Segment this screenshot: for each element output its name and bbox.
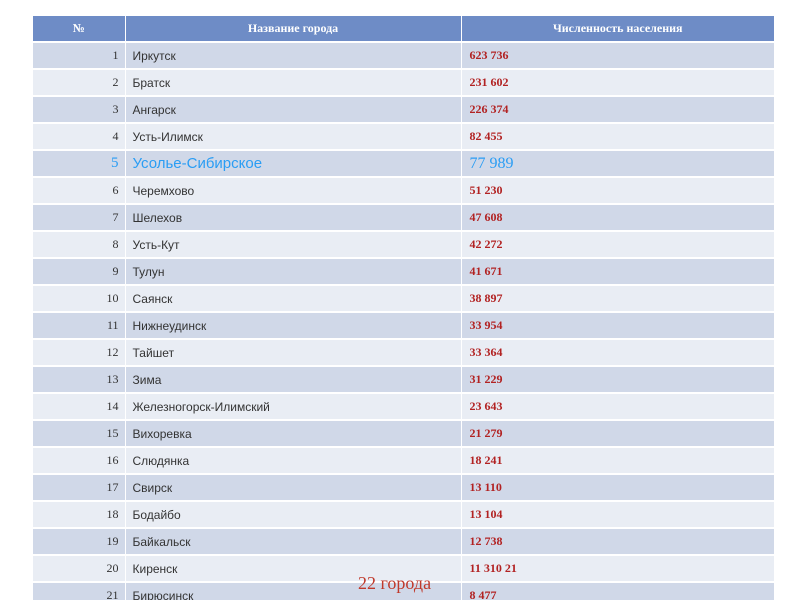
table-row: 3 Ангарск 226 374 [33, 96, 774, 124]
row-population: 82 455 [461, 123, 774, 151]
table-row: 12 Тайшет 33 364 [33, 339, 774, 367]
row-population: 13 104 [461, 501, 774, 529]
row-city-name: Свирск [125, 474, 462, 502]
row-number: 1 [33, 42, 126, 70]
row-population: 13 110 [461, 474, 774, 502]
row-population: 11 310 21 [461, 555, 774, 583]
table-row: 6 Черемхово 51 230 [33, 177, 774, 205]
table-row: 21 Бирюсинск 8 477 [33, 582, 774, 600]
row-number: 7 [33, 204, 126, 232]
row-number: 21 [33, 582, 126, 600]
row-city-name: Киренск [125, 555, 462, 583]
row-city-name: Усолье-Сибирское [125, 150, 462, 178]
table-row: 18 Бодайбо 13 104 [33, 501, 774, 529]
row-city-name: Вихоревка [125, 420, 462, 448]
row-population: 41 671 [461, 258, 774, 286]
table-row: 2 Братск 231 602 [33, 69, 774, 97]
table-row: 1 Иркутск 623 736 [33, 42, 774, 70]
header-city-name: Название города [125, 16, 462, 43]
row-city-name: Черемхово [125, 177, 462, 205]
table-row: 16 Слюдянка 18 241 [33, 447, 774, 475]
row-population: 38 897 [461, 285, 774, 313]
table-header-row: № Название города Численность населения [33, 16, 774, 43]
row-population: 623 736 [461, 42, 774, 70]
table-row: 14 Железногорск-Илимский 23 643 [33, 393, 774, 421]
table-row: 13 Зима 31 229 [33, 366, 774, 394]
row-city-name: Бирюсинск [125, 582, 462, 600]
table-row: 5 Усолье-Сибирское 77 989 [33, 150, 774, 178]
row-city-name: Усть-Кут [125, 231, 462, 259]
row-population: 51 230 [461, 177, 774, 205]
row-number: 16 [33, 447, 126, 475]
row-number: 15 [33, 420, 126, 448]
row-number: 11 [33, 312, 126, 340]
row-city-name: Зима [125, 366, 462, 394]
row-population: 23 643 [461, 393, 774, 421]
row-city-name: Усть-Илимск [125, 123, 462, 151]
city-population-table: № Название города Численность населения … [33, 16, 774, 600]
row-city-name: Слюдянка [125, 447, 462, 475]
row-number: 20 [33, 555, 126, 583]
row-city-name: Железногорск-Илимский [125, 393, 462, 421]
row-number: 10 [33, 285, 126, 313]
row-population: 8 477 [461, 582, 774, 600]
row-city-name: Братск [125, 69, 462, 97]
table-row: 19 Байкальск 12 738 [33, 528, 774, 556]
row-number: 19 [33, 528, 126, 556]
row-number: 9 [33, 258, 126, 286]
table-row: 7 Шелехов 47 608 [33, 204, 774, 232]
row-population: 18 241 [461, 447, 774, 475]
row-number: 18 [33, 501, 126, 529]
cities-count-note: 22 города [358, 573, 432, 593]
table-row: 9 Тулун 41 671 [33, 258, 774, 286]
table-row: 17 Свирск 13 110 [33, 474, 774, 502]
row-population: 42 272 [461, 231, 774, 259]
row-population: 31 229 [461, 366, 774, 394]
row-population: 77 989 [461, 150, 774, 178]
row-population: 47 608 [461, 204, 774, 232]
row-number: 14 [33, 393, 126, 421]
row-number: 3 [33, 96, 126, 124]
row-city-name: Иркутск [125, 42, 462, 70]
table-row: 10 Саянск 38 897 [33, 285, 774, 313]
row-city-name: Бодайбо [125, 501, 462, 529]
row-number: 13 [33, 366, 126, 394]
row-city-name: Нижнеудинск [125, 312, 462, 340]
row-number: 12 [33, 339, 126, 367]
row-number: 5 [33, 150, 126, 178]
row-city-name: Ангарск [125, 96, 462, 124]
row-number: 8 [33, 231, 126, 259]
table-row: 8 Усть-Кут 42 272 [33, 231, 774, 259]
row-city-name: Тулун [125, 258, 462, 286]
city-population-table-container: № Название города Численность населения … [33, 16, 774, 600]
table-row: 15 Вихоревка 21 279 [33, 420, 774, 448]
row-population: 33 364 [461, 339, 774, 367]
row-city-name: Шелехов [125, 204, 462, 232]
row-population: 231 602 [461, 69, 774, 97]
row-city-name: Байкальск [125, 528, 462, 556]
row-number: 4 [33, 123, 126, 151]
row-number: 2 [33, 69, 126, 97]
table-body: 1 Иркутск 623 736 2 Братск 231 602 3 Ангарск 226… [33, 42, 774, 600]
row-population: 12 738 [461, 528, 774, 556]
row-city-name: Саянск [125, 285, 462, 313]
header-number: № [33, 16, 126, 43]
header-population: Численность населения [461, 16, 774, 43]
table-row: 11 Нижнеудинск 33 954 [33, 312, 774, 340]
table-row: 20 Киренск 11 310 21 [33, 555, 774, 583]
row-number: 17 [33, 474, 126, 502]
row-population: 226 374 [461, 96, 774, 124]
row-population: 33 954 [461, 312, 774, 340]
row-city-name: Тайшет [125, 339, 462, 367]
row-number: 6 [33, 177, 126, 205]
table-row: 4 Усть-Илимск 82 455 [33, 123, 774, 151]
row-population: 21 279 [461, 420, 774, 448]
